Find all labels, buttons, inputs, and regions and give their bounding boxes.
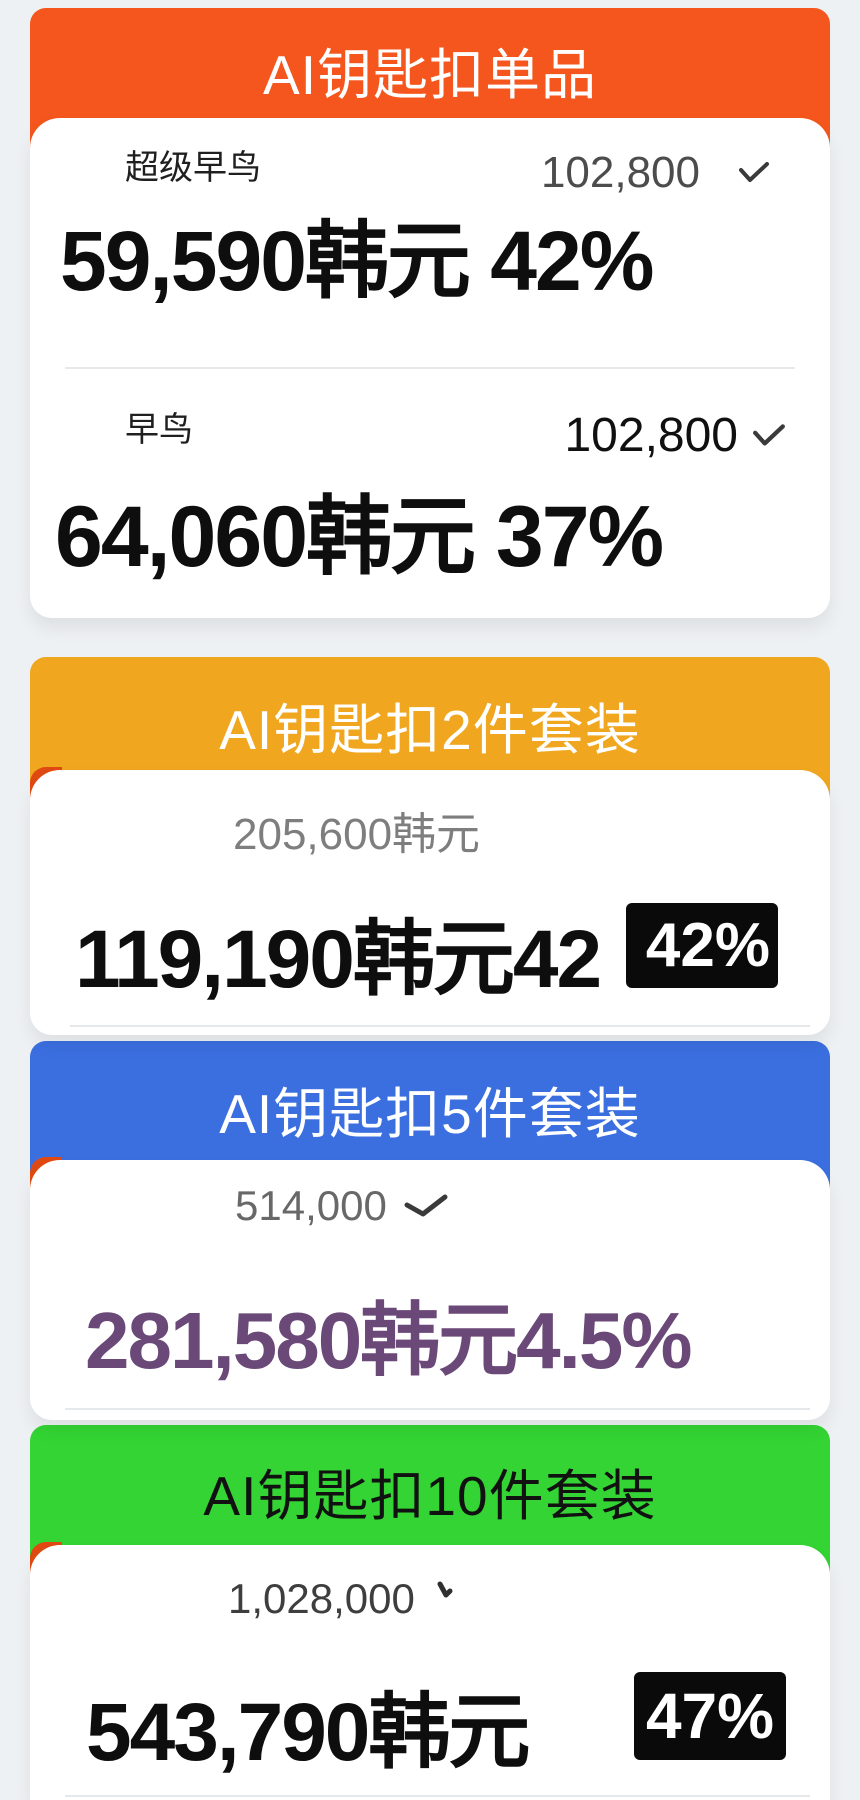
price-panel: 1,028,000 47% 543,790韩元 bbox=[30, 1545, 830, 1800]
divider bbox=[65, 367, 795, 369]
current-price: 119,190韩元42 bbox=[75, 914, 602, 1005]
original-price: 205,600韩元 bbox=[233, 810, 481, 859]
badge-label: 47% bbox=[645, 1680, 775, 1752]
original-price: 1,028,000 bbox=[228, 1575, 415, 1622]
current-price: 64,060韩元 37% bbox=[55, 489, 664, 585]
arrow-mark-icon bbox=[437, 1581, 453, 1598]
original-price: 514,000 bbox=[235, 1182, 387, 1229]
card-title: AI钥匙扣2件套装 bbox=[219, 699, 641, 761]
price-panel: 超级早鸟 102,800 59,590韩元 42% 早鸟 102,800 64,… bbox=[30, 118, 830, 618]
divider bbox=[70, 1025, 810, 1027]
discount-badge: 42% bbox=[626, 903, 778, 988]
discount-badge: 47% bbox=[634, 1672, 786, 1760]
original-price-row: 102,800 bbox=[564, 408, 786, 463]
card-title: AI钥匙扣10件套装 bbox=[203, 1465, 657, 1527]
product-card-2set[interactable]: AI钥匙扣2件套装 205,600韩元 42% 119,190韩元42 bbox=[30, 657, 830, 1035]
current-price: 281,580韩元4.5% bbox=[85, 1296, 693, 1385]
current-price: 59,590韩元 42% bbox=[60, 214, 654, 308]
tier-label: 超级早鸟 bbox=[125, 149, 261, 187]
current-price: 543,790韩元 bbox=[86, 1687, 530, 1778]
card-title: AI钥匙扣单品 bbox=[263, 44, 597, 106]
trend-arrow-icon bbox=[404, 1194, 448, 1217]
product-card-single[interactable]: AI钥匙扣单品 超级早鸟 102,800 59,590韩元 42% 早鸟 102… bbox=[30, 8, 830, 618]
card-title: AI钥匙扣5件套装 bbox=[219, 1083, 641, 1145]
price-panel: 205,600韩元 42% 119,190韩元42 bbox=[30, 770, 830, 1035]
original-price: 102,800 bbox=[564, 409, 738, 462]
divider bbox=[65, 1408, 810, 1410]
badge-label: 42% bbox=[645, 911, 770, 980]
trend-arrow-icon bbox=[753, 423, 785, 446]
price-panel: 514,000 281,580韩元4.5% bbox=[30, 1160, 830, 1420]
trend-arrow-icon bbox=[739, 162, 769, 182]
original-price: 102,800 bbox=[540, 148, 700, 197]
original-price-row: 1,028,000 bbox=[228, 1575, 453, 1623]
product-card-5set[interactable]: AI钥匙扣5件套装 514,000 281,580韩元4.5% bbox=[30, 1041, 830, 1420]
original-price-row: 205,600韩元 bbox=[233, 798, 480, 862]
discount-inline: 42 bbox=[512, 914, 602, 1005]
divider bbox=[65, 1795, 810, 1797]
original-price-row: 514,000 bbox=[235, 1182, 449, 1230]
original-price-row: 102,800 bbox=[541, 148, 770, 198]
product-card-10set[interactable]: AI钥匙扣10件套装 1,028,000 47% 543,790韩元 bbox=[30, 1425, 830, 1800]
tier-label: 早鸟 bbox=[125, 411, 193, 449]
